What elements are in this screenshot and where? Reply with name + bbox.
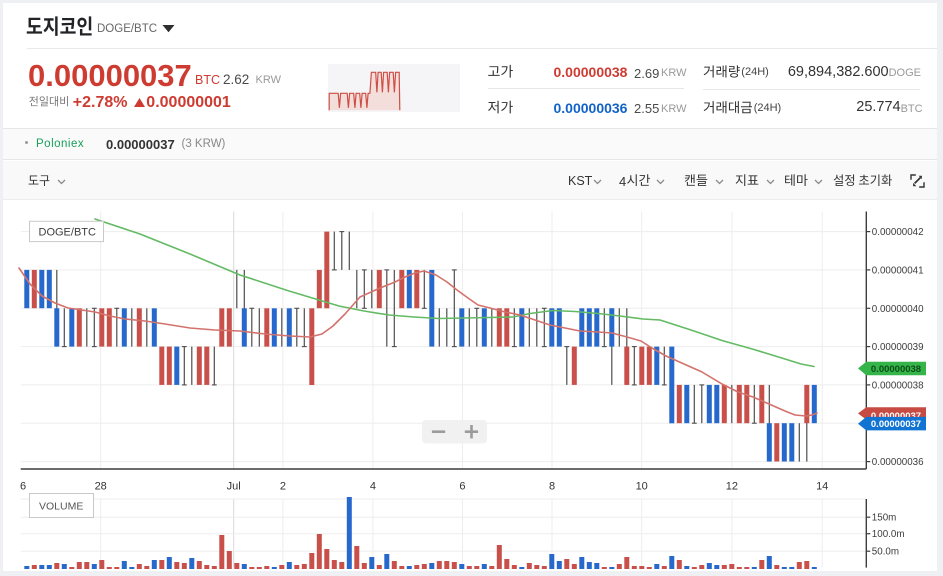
svg-text:6: 6 (459, 481, 465, 493)
svg-text:50.0m: 50.0m (872, 547, 899, 558)
svg-text:4: 4 (370, 481, 376, 493)
svg-text:14: 14 (816, 481, 828, 493)
svg-text:10: 10 (636, 481, 648, 493)
svg-text:0.00000037: 0.00000037 (871, 419, 921, 430)
svg-text:28: 28 (95, 481, 107, 493)
svg-text:0.00000038: 0.00000038 (872, 380, 924, 391)
svg-text:0.00000037: 0.00000037 (871, 411, 921, 422)
svg-text:150m: 150m (872, 513, 897, 524)
svg-text:Jul: Jul (227, 481, 241, 493)
svg-text:0.00000042: 0.00000042 (872, 227, 924, 238)
svg-text:12: 12 (726, 481, 738, 493)
svg-text:DOGE/BTC: DOGE/BTC (39, 226, 97, 238)
svg-text:0.00000036: 0.00000036 (872, 457, 924, 468)
svg-text:8: 8 (549, 481, 555, 493)
svg-text:0.00000040: 0.00000040 (872, 304, 924, 315)
svg-text:0.00000041: 0.00000041 (872, 265, 924, 276)
svg-text:6: 6 (20, 481, 26, 493)
svg-text:VOLUME: VOLUME (39, 501, 83, 513)
svg-text:2: 2 (280, 481, 286, 493)
svg-text:0.00000039: 0.00000039 (872, 342, 924, 353)
svg-text:100.0m: 100.0m (872, 529, 905, 540)
svg-text:0.00000038: 0.00000038 (871, 364, 921, 375)
